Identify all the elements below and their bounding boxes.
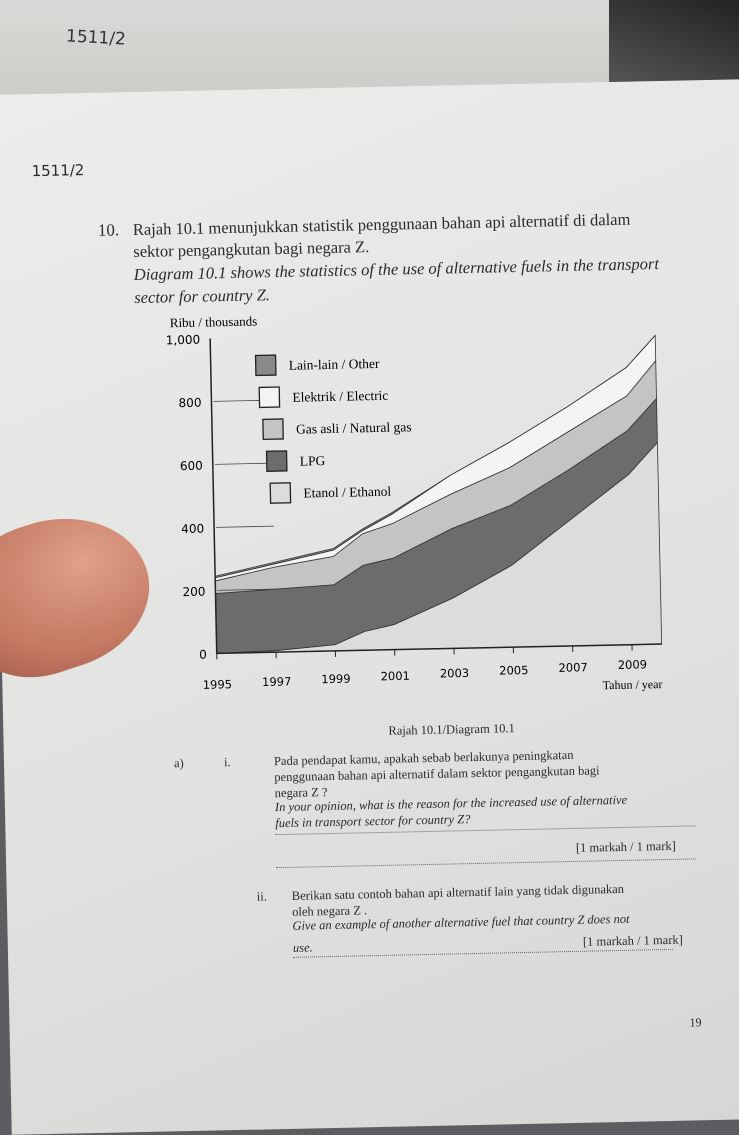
- part-a-ii-marks: [1 markah / 1 mark]: [583, 933, 683, 950]
- gridline: [216, 526, 274, 527]
- page-number: 19: [689, 1015, 701, 1030]
- x-tick-label: 1995: [203, 677, 233, 692]
- legend-swatch: [256, 355, 276, 375]
- legend-label: Gas asli / Natural gas: [296, 419, 412, 436]
- legend-label: Etanol / Ethanol: [303, 484, 391, 501]
- y-tick-label: 0: [199, 648, 207, 662]
- question-malay-2: sektor pengangkutan bagi negara Z.: [133, 237, 369, 262]
- y-axis: [210, 338, 217, 653]
- legend-label: Lain-lain / Other: [289, 356, 381, 373]
- y-axis-label: Ribu / thousands: [170, 313, 258, 330]
- gridline: [215, 463, 273, 464]
- chart-caption: Rajah 10.1/Diagram 10.1: [388, 721, 515, 739]
- part-a-label: a): [174, 756, 184, 771]
- part-a-i-english-2: fuels in transport sector for country Z?: [275, 812, 470, 831]
- paper-code: 1511/2: [31, 161, 84, 180]
- x-tick-label: 2003: [440, 666, 470, 681]
- y-tick-label: 800: [178, 396, 201, 410]
- stacked-area-chart: Ribu / thousands 0 200 400 600 800 1,000 1995 19…: [135, 298, 704, 730]
- x-tick-label: 2005: [499, 663, 529, 678]
- legend-label: Elektrik / Electric: [292, 388, 388, 405]
- part-a-ii-label: ii.: [257, 889, 267, 904]
- x-tick-label: 2009: [618, 657, 648, 672]
- x-tick-label: 2001: [380, 669, 410, 684]
- question-number: 10.: [98, 220, 120, 240]
- part-a-ii-english-2: use.: [293, 940, 313, 955]
- back-sheet-code: 1511/2: [66, 26, 127, 49]
- answer-line[interactable]: [293, 949, 673, 958]
- y-tick-label: 600: [180, 459, 203, 473]
- legend-label: LPG: [300, 453, 326, 469]
- part-a-i-label: i.: [224, 755, 231, 770]
- y-tick-label: 400: [181, 522, 204, 536]
- legend-swatch: [270, 483, 290, 503]
- x-tick-label: 1997: [262, 674, 292, 689]
- part-a-i-marks: [1 markah / 1 mark]: [576, 839, 676, 856]
- legend-swatch: [259, 387, 279, 407]
- legend-swatch: [263, 419, 283, 439]
- y-tick-label: 200: [182, 585, 205, 599]
- part-a-ii-malay-1: Berikan satu contoh bahan api alternatif…: [292, 882, 624, 904]
- legend-swatch: [267, 451, 287, 471]
- question-english-2: sector for country Z.: [134, 285, 270, 308]
- x-axis-label: Tahun / year: [603, 677, 663, 692]
- y-tick-label: 1,000: [166, 333, 201, 348]
- x-tick-label: 1999: [321, 672, 351, 687]
- x-tick-label: 2007: [558, 660, 588, 675]
- question-malay-1: Rajah 10.1 menunjukkan statistik penggun…: [133, 210, 631, 240]
- answer-line[interactable]: [276, 858, 696, 868]
